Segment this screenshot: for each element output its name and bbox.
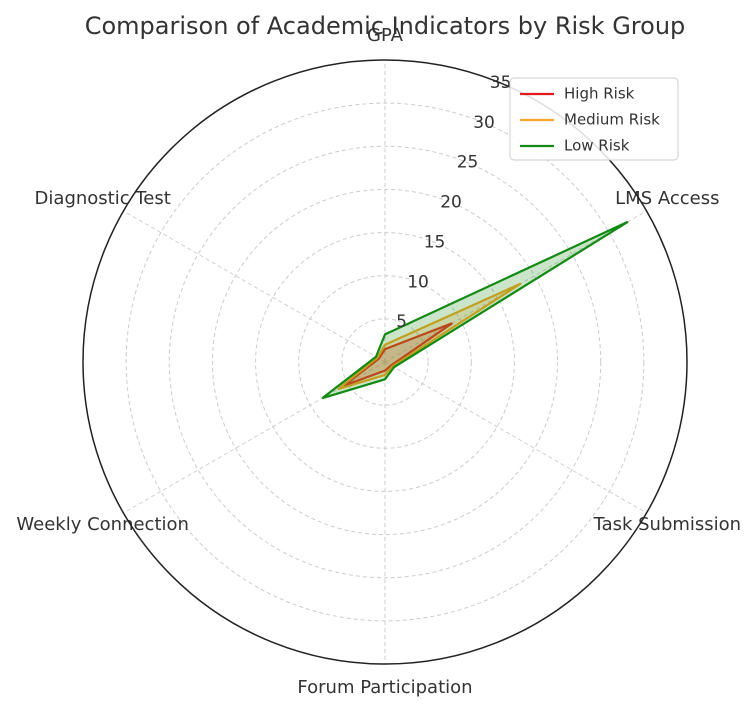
axis-label: Diagnostic Test (35, 188, 171, 209)
axis-label: Forum Participation (297, 677, 472, 698)
legend-box (509, 77, 679, 161)
axis-label: LMS Access (615, 188, 719, 209)
grid-circle (341, 318, 429, 406)
legend: High Risk Medium Risk Low Risk (509, 77, 679, 161)
r-tick-label: 15 (424, 232, 446, 252)
axis-label: GPA (367, 25, 404, 46)
grid-circle (168, 145, 602, 579)
r-tick-label: 25 (457, 153, 479, 173)
spoke (384, 361, 647, 514)
legend-label: Medium Risk (564, 111, 660, 129)
series-area (337, 282, 522, 391)
legend-label: Low Risk (564, 137, 630, 155)
r-tick-label: 10 (407, 272, 429, 292)
series-area (321, 220, 629, 400)
axis-label: Weekly Connection (16, 514, 189, 535)
axis-label: Task Submission (593, 514, 742, 535)
grid-circle (211, 188, 559, 536)
r-tick-label: 5 (396, 312, 407, 332)
r-tick-label: 20 (440, 193, 462, 213)
legend-label: High Risk (564, 85, 635, 103)
r-tick-label: 35 (490, 73, 512, 93)
outer-circle (82, 59, 688, 665)
chart-title: Comparison of Academic Indicators by Ris… (85, 12, 686, 40)
r-tick-label: 30 (473, 113, 495, 133)
spoke (123, 210, 386, 363)
series-area (343, 322, 453, 387)
grid-circle (125, 102, 645, 622)
